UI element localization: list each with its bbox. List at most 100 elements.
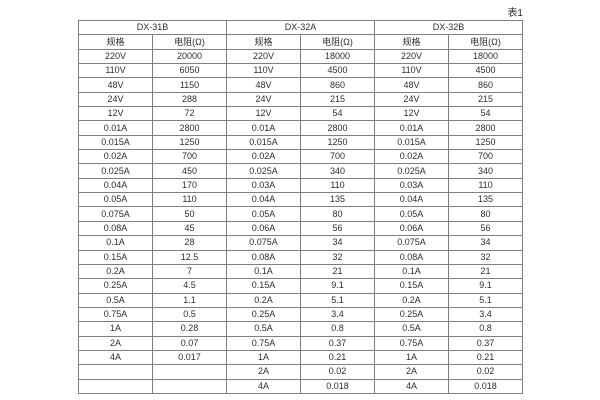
table-cell: 48V [374,77,449,93]
table-cell: 24V [374,91,449,108]
table-caption: 表1 [507,8,523,19]
table-cell: 7 [152,263,227,280]
table-cell: 0.25A [226,306,301,323]
table-cell: 2800 [152,120,227,136]
table-cell: 5.1 [300,292,375,308]
table-cell: 2A [374,364,449,380]
table-cell: 110V [374,63,449,79]
table-cell: 34 [300,235,375,251]
table-cell: 1.1 [152,292,227,308]
table-cell: 110V [226,63,301,79]
table-cell: 0.5A [374,321,449,337]
table-head: DX-31B DX-32A DX-32B 规格 电阻(Ω) 规格 电阻(Ω) 规… [78,19,523,50]
table-cell: 110 [152,192,227,208]
table-cell: 18000 [300,48,375,65]
table-cell: 24V [78,91,153,108]
table-cell: 220V [226,48,301,65]
table-cell: 0.08A [226,249,301,265]
table-cell: 0.06A [226,220,301,237]
table-cell: 0.21 [300,349,375,366]
table-cell: 1250 [300,134,375,151]
table-cell: 110 [300,177,375,194]
table-cell: 340 [448,163,523,179]
table-cell: 1A [374,349,449,366]
table-cell: 20000 [152,48,227,65]
table-cell: 0.8 [300,321,375,337]
table-cell: 0.15A [78,249,153,265]
table-cell: 80 [448,206,523,222]
table-cell: 54 [448,106,523,122]
table-cell: 700 [300,149,375,165]
table-cell: 0.075A [226,235,301,251]
table-row: 0.02A 700 0.02A 700 0.02A 700 [78,149,523,165]
resistance-table: DX-31B DX-32A DX-32B 规格 电阻(Ω) 规格 电阻(Ω) 规… [78,19,523,394]
table-row: 110V 6050 110V 4500 110V 4500 [78,63,523,79]
column-header-resistance-1: 电阻(Ω) [152,34,227,50]
table-cell: 4A [374,378,449,394]
table-cell: 860 [300,77,375,93]
table-cell: 0.025A [374,163,449,179]
table-cell: 0.02A [78,149,153,165]
table-cell: 2800 [448,120,523,136]
table-row: 24V 288 24V 215 24V 215 [78,91,523,108]
column-header-row: 规格 电阻(Ω) 规格 电阻(Ω) 规格 电阻(Ω) [78,34,523,50]
group-header-dx-32b: DX-32B [374,19,523,36]
column-header-spec-3: 规格 [374,34,449,50]
table-row: 0.01A 2800 0.01A 2800 0.01A 2800 [78,120,523,136]
table-row: 4A 0.018 4A 0.018 [78,378,523,394]
table-cell: 0.03A [374,177,449,194]
table-cell: 0.5A [78,292,153,308]
table-cell: 0.025A [78,163,153,179]
table-cell: 4.5 [152,278,227,294]
table-cell: 0.015A [226,134,301,151]
table-row: 1A 0.28 0.5A 0.8 0.5A 0.8 [78,321,523,337]
table-cell: 288 [152,91,227,108]
table-cell: 0.01A [78,120,153,136]
table-row: 0.75A 0.5 0.25A 3.4 0.25A 3.4 [78,306,523,323]
table-cell: 50 [152,206,227,222]
table-cell: 12.5 [152,249,227,265]
table-row: 0.025A 450 0.025A 340 0.025A 340 [78,163,523,179]
table-cell [152,378,227,394]
group-header-dx-32a: DX-32A [226,19,375,36]
table-cell: 12V [374,106,449,122]
table-cell: 4A [226,378,301,394]
table-cell: 340 [300,163,375,179]
table-cell: 56 [448,220,523,237]
table-cell: 0.018 [300,378,375,394]
table-cell: 0.075A [374,235,449,251]
table-row: 0.25A 4.5 0.15A 9.1 0.15A 9.1 [78,278,523,294]
table-cell: 0.8 [448,321,523,337]
table-cell: 48V [226,77,301,93]
table-cell: 0.06A [374,220,449,237]
table-cell: 0.04A [78,177,153,194]
table-cell: 32 [448,249,523,265]
table-cell: 110V [78,63,153,79]
table-cell: 0.015A [374,134,449,151]
table-cell: 0.04A [226,192,301,208]
table-cell: 0.05A [374,206,449,222]
table-cell: 170 [152,177,227,194]
table-cell: 3.4 [448,306,523,323]
table-cell: 0.01A [374,120,449,136]
table-cell: 0.2A [226,292,301,308]
table-cell: 0.017 [152,349,227,366]
table-cell: 1250 [152,134,227,151]
resistance-table-container: DX-31B DX-32A DX-32B 规格 电阻(Ω) 规格 电阻(Ω) 规… [78,19,523,394]
table-cell: 0.37 [300,335,375,351]
table-cell: 4500 [300,63,375,79]
table-cell: 9.1 [300,278,375,294]
table-cell: 80 [300,206,375,222]
table-cell: 18000 [448,48,523,65]
table-cell: 0.02 [300,364,375,380]
table-cell: 4500 [448,63,523,79]
table-cell: 2800 [300,120,375,136]
table-cell: 2A [226,364,301,380]
table-cell: 220V [78,48,153,65]
table-cell: 700 [152,149,227,165]
table-cell: 34 [448,235,523,251]
table-body: 220V 20000 220V 18000 220V 18000 110V 6050 110V 4… [78,48,523,394]
table-cell: 56 [300,220,375,237]
table-cell: 0.02A [374,149,449,165]
table-cell [78,364,153,380]
